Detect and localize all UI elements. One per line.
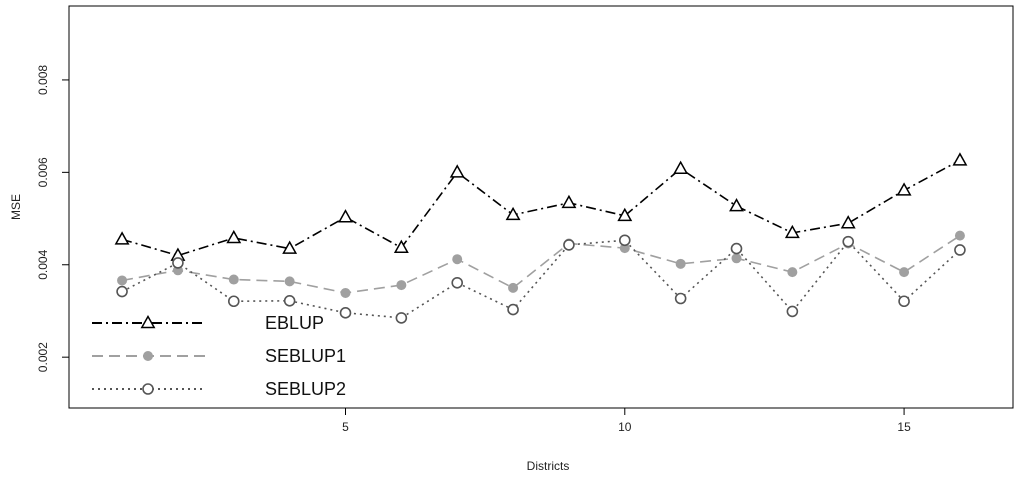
triangle-point: [226, 229, 242, 244]
open-circle-point: [142, 383, 154, 395]
triangle-point: [449, 164, 465, 178]
open-circle-point: [563, 239, 575, 251]
legend: EBLUP SEBLUP1 SEBLUP2: [92, 313, 346, 399]
triangle-point: [952, 152, 968, 166]
legend-item: SEBLUP1: [92, 346, 346, 366]
series-seblup1: [117, 230, 965, 298]
filled-circle-point: [899, 267, 910, 278]
triangle-point: [840, 215, 856, 229]
x-tick-label: 5: [342, 420, 349, 434]
filled-circle-point: [508, 282, 519, 293]
open-circle-point: [339, 307, 352, 319]
y-tick-label: 0.004: [36, 249, 50, 279]
x-axis-label: Districts: [527, 459, 570, 473]
triangle-point: [673, 160, 689, 174]
y-tick-label: 0.006: [36, 157, 50, 187]
series-line: [121, 234, 961, 294]
x-axis: 5 10 15: [342, 408, 911, 434]
open-circle-point: [618, 234, 631, 247]
filled-circle-point: [675, 258, 686, 269]
open-circle-point: [674, 292, 687, 305]
legend-item: EBLUP: [92, 313, 324, 333]
triangle-point: [561, 194, 577, 209]
open-circle-point: [451, 276, 464, 289]
filled-circle-point: [954, 230, 965, 241]
y-axis: 0.002 0.004 0.006 0.008: [36, 65, 69, 372]
open-circle-point: [227, 295, 240, 308]
filled-circle-point: [396, 280, 407, 291]
series-line: [121, 159, 961, 257]
filled-circle-point: [787, 267, 798, 278]
filled-circle-point: [117, 275, 128, 286]
open-circle-point: [842, 235, 855, 248]
triangle-point: [282, 240, 298, 254]
legend-label: EBLUP: [265, 313, 324, 333]
y-tick-label: 0.008: [36, 65, 50, 95]
open-circle-point: [954, 244, 966, 256]
triangle-point: [784, 224, 800, 239]
filled-circle-point: [284, 276, 295, 287]
triangle-point: [505, 206, 521, 221]
triangle-point: [729, 198, 744, 212]
triangle-point: [617, 207, 633, 222]
legend-label: SEBLUP2: [265, 379, 346, 399]
x-tick-label: 15: [897, 420, 911, 434]
series-layer: [114, 152, 968, 324]
y-tick-label: 0.002: [36, 342, 50, 372]
triangle-point: [393, 239, 409, 253]
x-tick-label: 10: [618, 420, 632, 434]
series-line: [121, 239, 961, 319]
open-circle-point: [116, 285, 128, 298]
y-axis-label: MSE: [9, 194, 23, 220]
plot-frame: [68, 5, 1014, 409]
triangle-point: [338, 209, 353, 223]
open-circle-point: [898, 295, 910, 308]
open-circle-point: [395, 312, 408, 324]
series-seblup2: [116, 234, 966, 324]
filled-circle-point: [228, 274, 239, 285]
open-circle-point: [730, 242, 743, 255]
open-circle-point: [507, 303, 519, 316]
filled-circle-point: [143, 351, 153, 361]
legend-item: SEBLUP2: [92, 379, 346, 399]
legend-label: SEBLUP1: [265, 346, 346, 366]
open-circle-point: [786, 305, 799, 318]
triangle-point: [114, 231, 130, 245]
triangle-point: [896, 182, 912, 196]
filled-circle-point: [340, 287, 351, 298]
triangle-point: [140, 314, 156, 329]
open-circle-point: [172, 257, 184, 269]
series-eblup: [114, 152, 968, 261]
filled-circle-point: [731, 253, 742, 264]
filled-circle-point: [452, 254, 463, 265]
open-circle-point: [283, 294, 296, 307]
